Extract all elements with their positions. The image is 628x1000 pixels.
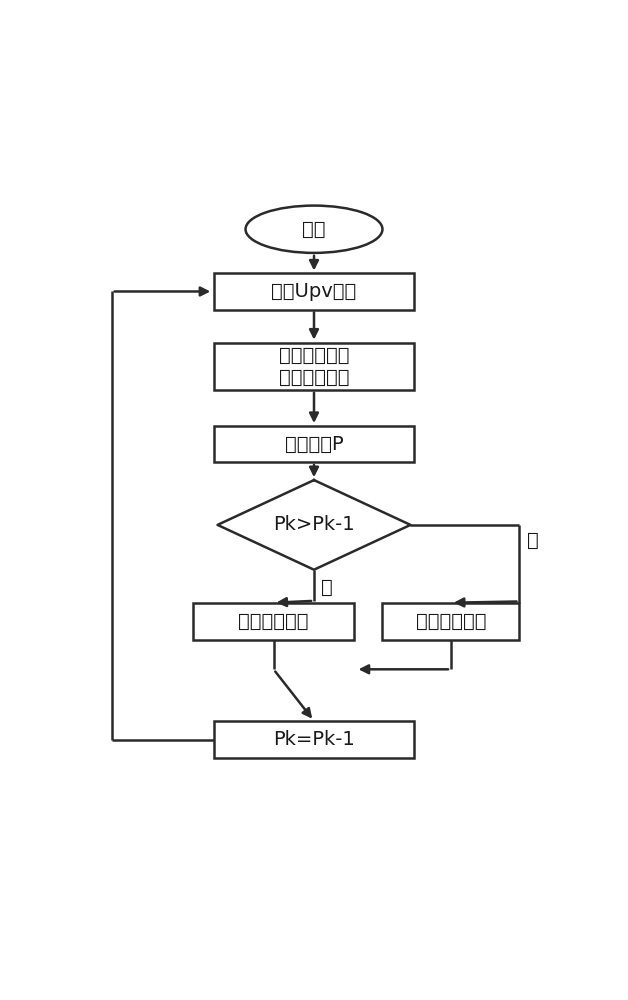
Bar <box>193 603 354 640</box>
Bar <box>382 603 519 640</box>
Text: Pk=Pk-1: Pk=Pk-1 <box>273 730 355 749</box>
Text: 检测光伏阵列
输出电压电流: 检测光伏阵列 输出电压电流 <box>279 346 349 387</box>
Text: 保持扰动方向: 保持扰动方向 <box>238 612 309 631</box>
Text: 是: 是 <box>320 578 332 597</box>
Text: 计算功率P: 计算功率P <box>284 434 344 453</box>
Text: 开始: 开始 <box>302 220 326 239</box>
Text: 否: 否 <box>528 531 539 550</box>
Bar <box>214 426 414 462</box>
Text: 设定Upv输出: 设定Upv输出 <box>271 282 357 301</box>
Bar <box>214 273 414 310</box>
Text: Pk>Pk-1: Pk>Pk-1 <box>273 515 355 534</box>
Bar <box>214 343 414 390</box>
Bar <box>214 721 414 758</box>
Text: 改变扰动方向: 改变扰动方向 <box>416 612 486 631</box>
